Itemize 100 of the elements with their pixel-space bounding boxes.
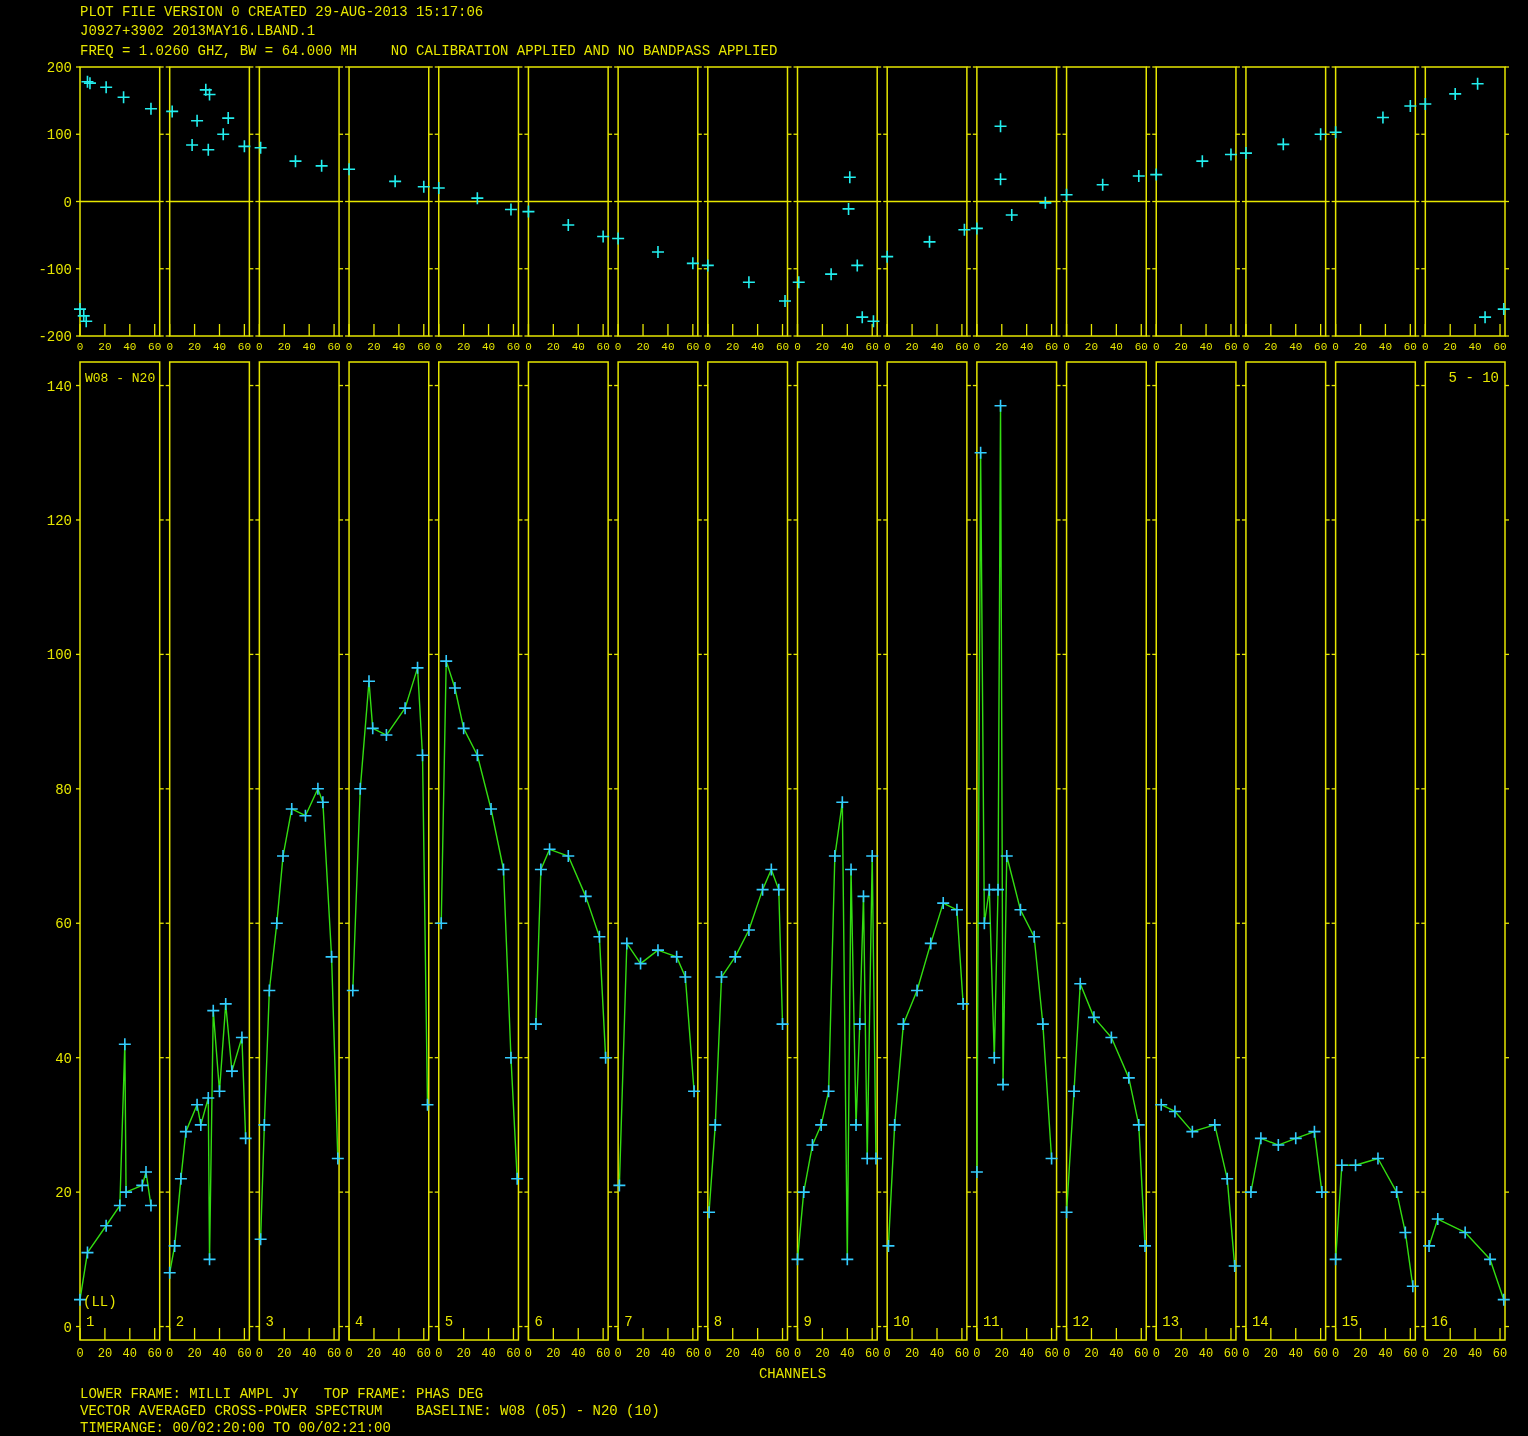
text: J0927+3902 2013MAY16.LBAND.1 [80, 23, 316, 39]
annotation: 6 [534, 1314, 543, 1330]
annotation: 7 [624, 1314, 633, 1330]
x-tick-label: 40 [392, 341, 406, 353]
text: FREQ = 1.0260 GHZ, BW = 64.000 MH NO CALIBRATION APPLIED AND NO BANDPASS APPLIED [80, 43, 778, 59]
x-tick-label: 40 [751, 341, 765, 353]
x-tick-label: 40 [122, 1347, 138, 1361]
x-tick-label: 60 [955, 341, 969, 353]
x-tick-label: 60 [327, 341, 341, 353]
annotation: 16 [1431, 1314, 1449, 1330]
x-tick-label: 20 [97, 1347, 113, 1361]
x-tick-label: 60 [326, 1347, 342, 1361]
annotation: 2 [175, 1314, 185, 1330]
x-tick-label: 0 [1422, 341, 1429, 353]
x-tick-label: 40 [481, 341, 496, 353]
y-tick-label: 100 [46, 647, 72, 664]
x-tick-label: 20 [546, 341, 560, 353]
x-tick-label: 60 [1134, 341, 1148, 353]
x-tick-label: 60 [865, 1347, 880, 1361]
annotation: 13 [1162, 1314, 1180, 1330]
x-tick-label: 40 [481, 1347, 496, 1361]
x-tick-label: 60 [1044, 341, 1059, 353]
x-axis-title: CHANNELS [758, 1366, 827, 1382]
annotation: 9 [803, 1314, 812, 1330]
x-tick-label: 20 [457, 341, 471, 353]
annotation: 10 [893, 1314, 910, 1330]
x-tick-label: 20 [1173, 1347, 1189, 1361]
x-tick-label: 0 [973, 341, 981, 353]
x-tick-label: 0 [704, 341, 712, 353]
annotation: 11 [982, 1314, 1000, 1330]
x-tick-label: 0 [1332, 341, 1339, 353]
y-tick-label: 60 [55, 916, 72, 933]
x-tick-label: 20 [725, 1347, 740, 1361]
x-tick-label: 60 [1492, 1347, 1508, 1361]
x-tick-label: 0 [166, 341, 173, 353]
x-tick-label: 20 [187, 341, 202, 353]
x-tick-label: 20 [1443, 341, 1457, 353]
x-tick-label: 40 [212, 1347, 227, 1361]
y-tick-label: 120 [46, 512, 72, 529]
annotation: (LL) [83, 1294, 117, 1310]
x-tick-label: 40 [660, 1347, 676, 1361]
x-tick-label: 40 [750, 1347, 765, 1361]
x-tick-label: 20 [1264, 341, 1278, 353]
x-tick-label: 20 [904, 1347, 920, 1361]
x-tick-label: 40 [661, 341, 675, 353]
x-tick-label: 40 [1109, 1347, 1124, 1361]
x-tick-label: 40 [1198, 1347, 1214, 1361]
x-tick-label: 0 [76, 1347, 84, 1361]
x-tick-label: 60 [237, 341, 251, 353]
x-tick-label: 40 [571, 341, 585, 353]
x-tick-label: 60 [506, 341, 521, 353]
x-tick-label: 40 [212, 341, 227, 353]
x-tick-label: 0 [345, 341, 353, 353]
x-tick-label: 20 [456, 1347, 471, 1361]
x-tick-label: 20 [1353, 341, 1368, 353]
x-tick-label: 60 [1223, 1347, 1239, 1361]
x-tick-label: 20 [1084, 1347, 1099, 1361]
x-tick-label: 60 [417, 341, 431, 353]
annotation: 3 [265, 1314, 274, 1330]
annotation: 4 [355, 1314, 364, 1330]
y-tick-label: 0 [63, 194, 72, 211]
x-tick-label: 60 [416, 1347, 431, 1361]
x-tick-label: 20 [98, 341, 112, 353]
x-tick-label: 0 [524, 1347, 533, 1361]
x-tick-label: 0 [525, 341, 532, 353]
x-tick-label: 0 [435, 1347, 443, 1361]
x-tick-label: 0 [1152, 341, 1160, 353]
text: PLOT FILE VERSION 0 CREATED 29-AUG-2013 15:17:06 [80, 4, 484, 20]
x-tick-label: 20 [277, 341, 291, 353]
x-tick-label: 20 [726, 341, 740, 353]
x-tick-label: 60 [237, 1347, 252, 1361]
x-tick-label: 0 [1332, 1347, 1340, 1361]
x-tick-label: 60 [1403, 341, 1417, 353]
y-tick-label: -100 [38, 261, 72, 278]
x-tick-label: 0 [614, 1347, 622, 1361]
annotation: 1 [86, 1314, 95, 1330]
x-tick-label: 20 [1084, 341, 1099, 353]
x-tick-label: 0 [76, 341, 84, 353]
x-tick-label: 40 [1467, 1347, 1483, 1361]
x-tick-label: 0 [1242, 341, 1250, 353]
annotation: 5 [444, 1314, 454, 1330]
annotation: 14 [1251, 1314, 1269, 1330]
x-tick-label: 0 [614, 341, 622, 353]
x-tick-label: 60 [1314, 341, 1328, 353]
x-tick-label: 40 [1109, 341, 1123, 353]
text: LOWER FRAME: MILLI AMPL JY TOP FRAME: PHAS DEG [80, 1386, 484, 1402]
x-tick-label: 0 [1242, 1347, 1250, 1361]
x-tick-label: 60 [596, 341, 610, 353]
x-tick-label: 40 [1199, 341, 1213, 353]
x-tick-label: 20 [994, 1347, 1009, 1361]
annotation: 8 [713, 1314, 723, 1330]
text: TIMERANGE: 00/02:20:00 TO 00/02:21:00 [80, 1420, 391, 1436]
x-tick-label: 40 [1378, 341, 1393, 353]
x-tick-label: 40 [1468, 341, 1482, 353]
annotation: W08 - N20 [85, 371, 156, 386]
x-tick-label: 0 [166, 1347, 174, 1361]
x-tick-label: 60 [506, 1347, 521, 1361]
annotation: 5 - 10 [1448, 370, 1499, 386]
x-tick-label: 40 [1020, 341, 1034, 353]
y-tick-label: -200 [38, 329, 72, 345]
